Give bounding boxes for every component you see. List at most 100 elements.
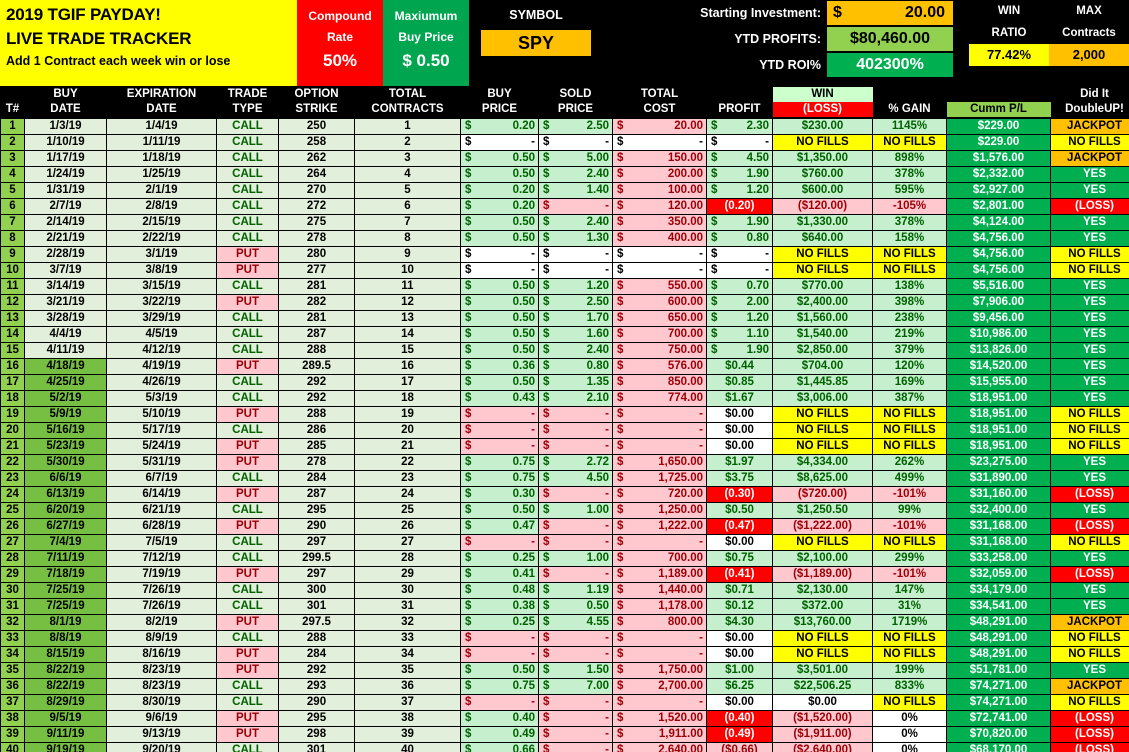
table-row[interactable]: 28 7/11/19 7/12/19 CALL 299.5 28 $0.25 $1.00 $70… <box>0 549 1129 567</box>
currency-symbol: $ <box>465 599 472 612</box>
cell-total-cost: $750.00 <box>612 341 707 359</box>
column-header-gain: % GAIN <box>872 86 947 118</box>
cell-profit-value: - <box>765 264 769 276</box>
cell-total-cost-value: 600.00 <box>667 296 703 308</box>
table-row[interactable]: 40 9/19/19 9/20/19 CALL 301 40 $0.66 $ - $2,640.0… <box>0 741 1129 752</box>
cell-total-cost-value: 774.00 <box>667 392 703 404</box>
table-row[interactable]: 4 1/24/19 1/25/19 CALL 264 4 $0.50 $2.40 $200.00… <box>0 165 1129 183</box>
table-row[interactable]: 21 5/23/19 5/24/19 PUT 285 21 $ - $ - $ - $0.00 NO FI… <box>0 437 1129 455</box>
cell-buy-date: 6/20/19 <box>24 501 107 519</box>
cell-profit: (0.20) <box>706 197 773 215</box>
symbol-value[interactable]: SPY <box>481 30 591 56</box>
cell-total-contracts: 38 <box>354 709 461 727</box>
cell-buy-price: $0.36 <box>460 357 539 375</box>
cell-sold-price-value: - <box>605 200 609 212</box>
table-row[interactable]: 29 7/18/19 7/19/19 PUT 297 29 $0.41 $ - $1,189.00… <box>0 565 1129 583</box>
cell-buy-price-value: 0.47 <box>512 520 535 532</box>
table-row[interactable]: 32 8/1/19 8/2/19 PUT 297.5 32 $0.25 $4.55 $800.0… <box>0 613 1129 631</box>
cell-profit: $ - <box>706 261 773 279</box>
cell-win-loss: $770.00 <box>772 277 873 295</box>
table-row[interactable]: 10 3/7/19 3/8/19 PUT 277 10 $ - $ - $ - $ - NO FILLS NO… <box>0 261 1129 279</box>
currency-symbol: $ <box>711 343 718 356</box>
cell-win-loss: $2,100.00 <box>772 549 873 567</box>
cell-sold-price-value: 1.19 <box>586 584 609 596</box>
cell-win-loss: $704.00 <box>772 357 873 375</box>
currency-symbol: $ <box>711 151 718 164</box>
cell-percent-gain: 147% <box>872 581 947 599</box>
cell-expiration-date: 4/12/19 <box>106 341 217 359</box>
currency-symbol: $ <box>543 279 550 292</box>
table-row[interactable]: 38 9/5/19 9/6/19 PUT 295 38 $0.40 $ - $1,520.00 (0… <box>0 709 1129 727</box>
table-row[interactable]: 30 7/25/19 7/26/19 CALL 300 30 $0.48 $1.19 $1,44… <box>0 581 1129 599</box>
table-row[interactable]: 15 4/11/19 4/12/19 CALL 288 15 $0.50 $2.40 $750.… <box>0 341 1129 359</box>
cell-percent-gain: NO FILLS <box>872 133 947 151</box>
starting-investment-value[interactable]: $20.00 <box>827 1 953 25</box>
currency-symbol: $ <box>465 247 472 260</box>
currency-symbol: $ <box>543 519 550 532</box>
cell-buy-price-value: 0.50 <box>512 296 535 308</box>
cell-did-it-double-up: YES <box>1050 389 1129 407</box>
table-row[interactable]: 27 7/4/19 7/5/19 CALL 297 27 $ - $ - $ - $0.00 NO FIL… <box>0 533 1129 551</box>
cell-total-cost-value: 576.00 <box>667 360 703 372</box>
cell-total-cost-value: 1,222.00 <box>658 520 703 532</box>
cell-sold-price: $2.40 <box>538 213 613 231</box>
table-row[interactable]: 9 2/28/19 3/1/19 PUT 280 9 $ - $ - $ - $ - NO FILLS NO … <box>0 245 1129 263</box>
cell-buy-price: $0.49 <box>460 725 539 743</box>
table-row[interactable]: 39 9/11/19 9/13/19 PUT 298 39 $0.49 $ - $1,911.00… <box>0 725 1129 743</box>
cell-sold-price: $ - <box>538 533 613 551</box>
cell-buy-price: $0.75 <box>460 453 539 471</box>
table-row[interactable]: 19 5/9/19 5/10/19 PUT 288 19 $ - $ - $ - $0.00 NO FIL… <box>0 405 1129 423</box>
table-row[interactable]: 12 3/21/19 3/22/19 PUT 282 12 $0.50 $2.50 $600.0… <box>0 293 1129 311</box>
table-row[interactable]: 17 4/25/19 4/26/19 CALL 292 17 $0.50 $1.35 $850.… <box>0 373 1129 391</box>
cell-trade-number: 13 <box>0 309 25 327</box>
table-row[interactable]: 14 4/4/19 4/5/19 CALL 287 14 $0.50 $1.60 $700.00… <box>0 325 1129 343</box>
cell-total-cost: $100.00 <box>612 181 707 199</box>
cell-percent-gain: -101% <box>872 565 947 583</box>
currency-symbol: $ <box>617 151 624 164</box>
table-row[interactable]: 3 1/17/19 1/18/19 CALL 262 3 $0.50 $5.00 $150.00… <box>0 149 1129 167</box>
cell-expiration-date: 3/15/19 <box>106 277 217 295</box>
cell-trade-number: 36 <box>0 677 25 695</box>
stat-row-ytd-profits: YTD PROFITS: $80,460.00 <box>603 26 969 52</box>
table-row[interactable]: 16 4/18/19 4/19/19 PUT 289.5 16 $0.36 $0.80 $576… <box>0 357 1129 375</box>
table-row[interactable]: 31 7/25/19 7/26/19 CALL 301 31 $0.38 $0.50 $1,17… <box>0 597 1129 615</box>
table-row[interactable]: 20 5/16/19 5/17/19 CALL 286 20 $ - $ - $ - $0.00 NO F… <box>0 421 1129 439</box>
table-row[interactable]: 2 1/10/19 1/11/19 CALL 258 2 $ - $ - $ - $ - NO FILLS N… <box>0 133 1129 151</box>
cell-buy-date: 4/18/19 <box>24 357 107 375</box>
currency-symbol: $ <box>465 295 472 308</box>
cell-buy-price-value: 0.75 <box>512 472 535 484</box>
cell-total-contracts: 33 <box>354 629 461 647</box>
table-row[interactable]: 33 8/8/19 8/9/19 CALL 288 33 $ - $ - $ - $0.00 NO FIL… <box>0 629 1129 647</box>
cell-win-loss: $1,250.50 <box>772 501 873 519</box>
table-row[interactable]: 5 1/31/19 2/1/19 CALL 270 5 $0.20 $1.40 $100.00 $… <box>0 181 1129 199</box>
table-row[interactable]: 18 5/2/19 5/3/19 CALL 292 18 $0.43 $2.10 $774.00… <box>0 389 1129 407</box>
table-row[interactable]: 11 3/14/19 3/15/19 CALL 281 11 $0.50 $1.20 $550.… <box>0 277 1129 295</box>
table-row[interactable]: 34 8/15/19 8/16/19 PUT 284 34 $ - $ - $ - $0.00 NO FI… <box>0 645 1129 663</box>
table-row[interactable]: 26 6/27/19 6/28/19 PUT 290 26 $0.47 $ - $1,222.00… <box>0 517 1129 535</box>
cell-profit: $4.50 <box>706 149 773 167</box>
table-row[interactable]: 6 2/7/19 2/8/19 CALL 272 6 $0.20 $ - $120.00 (0.20… <box>0 197 1129 215</box>
table-row[interactable]: 1 1/3/19 1/4/19 CALL 250 1 $0.20 $2.50 $20.00 $2.… <box>0 117 1129 135</box>
cell-total-contracts: 2 <box>354 133 461 151</box>
cell-buy-date: 3/14/19 <box>24 277 107 295</box>
table-row[interactable]: 8 2/21/19 2/22/19 CALL 278 8 $0.50 $1.30 $400.00… <box>0 229 1129 247</box>
table-row[interactable]: 7 2/14/19 2/15/19 CALL 275 7 $0.50 $2.40 $350.00… <box>0 213 1129 231</box>
cell-expiration-date: 7/26/19 <box>106 597 217 615</box>
cell-sold-price-value: 1.35 <box>586 376 609 388</box>
table-row[interactable]: 13 3/28/19 3/29/19 CALL 281 13 $0.50 $1.70 $650.… <box>0 309 1129 327</box>
cell-buy-price-value: 0.30 <box>512 488 535 500</box>
table-row[interactable]: 35 8/22/19 8/23/19 PUT 292 35 $0.50 $1.50 $1,750… <box>0 661 1129 679</box>
table-row[interactable]: 23 6/6/19 6/7/19 CALL 284 23 $0.75 $4.50 $1,725.… <box>0 469 1129 487</box>
cell-profit-value: - <box>765 136 769 148</box>
cell-total-cost: $2,640.00 <box>612 741 707 752</box>
table-row[interactable]: 37 8/29/19 8/30/19 CALL 290 37 $ - $ - $ - $0.00 $0.0… <box>0 693 1129 711</box>
currency-symbol: $ <box>617 503 624 516</box>
table-row[interactable]: 24 6/13/19 6/14/19 PUT 287 24 $0.30 $ - $720.00 (0… <box>0 485 1129 503</box>
table-row[interactable]: 36 8/22/19 8/23/19 CALL 293 36 $0.75 $7.00 $2,70… <box>0 677 1129 695</box>
table-row[interactable]: 22 5/30/19 5/31/19 PUT 278 22 $0.75 $2.72 $1,650… <box>0 453 1129 471</box>
cell-expiration-date: 9/6/19 <box>106 709 217 727</box>
column-header-cumm-p-l: Cumm P/L <box>946 86 1051 118</box>
cell-trade-type: PUT <box>216 565 279 583</box>
column-header-row: T# BUY DATE EXPIRATION DATE TRADE TYPE OPTION ST… <box>0 86 1129 118</box>
table-row[interactable]: 25 6/20/19 6/21/19 CALL 295 25 $0.50 $1.00 $1,25… <box>0 501 1129 519</box>
